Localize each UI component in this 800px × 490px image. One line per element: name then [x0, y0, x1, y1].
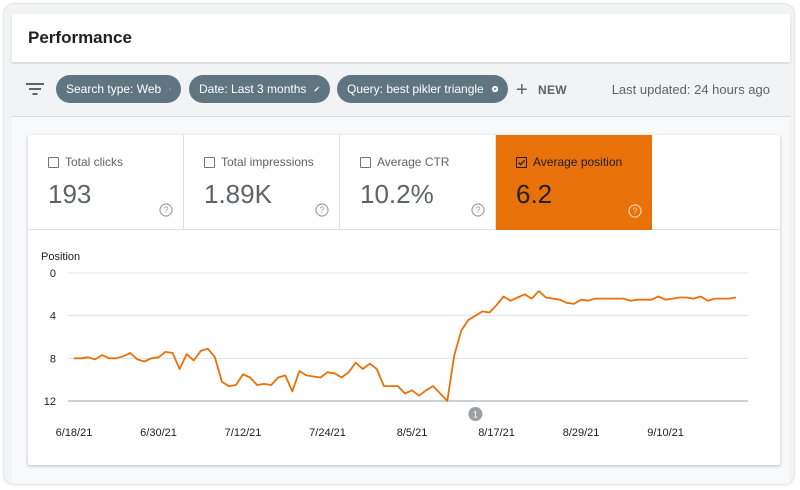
- svg-text:1: 1: [473, 410, 478, 420]
- performance-card: Total clicks 193 ? Total impressions 1.8…: [28, 135, 780, 465]
- checkbox[interactable]: [360, 156, 371, 168]
- pencil-icon[interactable]: [169, 83, 171, 95]
- svg-text:?: ?: [632, 206, 637, 216]
- x-tick-label: 6/30/21: [140, 427, 177, 439]
- chip-date[interactable]: Date: Last 3 months: [189, 75, 330, 103]
- metric-label: Average CTR: [377, 155, 450, 169]
- chip-label: Search type: Web: [66, 82, 162, 96]
- new-filter-label: NEW: [537, 83, 567, 97]
- help-icon[interactable]: ?: [628, 204, 642, 218]
- metric-value: 1.89K: [204, 179, 272, 209]
- y-tick-label: 4: [50, 311, 56, 323]
- y-tick-label: 8: [50, 353, 56, 365]
- position-chart: Position 0 4 8 12 6/18/21 6/30/21 7/12/21 7/24/…: [28, 231, 780, 465]
- x-tick-label: 9/10/21: [647, 427, 684, 439]
- y-tick-label: 12: [44, 396, 56, 408]
- help-icon[interactable]: ?: [159, 203, 173, 217]
- x-tick-label: 8/29/21: [563, 427, 600, 439]
- check-icon: [518, 159, 526, 166]
- help-icon[interactable]: ?: [315, 203, 329, 217]
- metric-average-position[interactable]: Average position 6.2 ?: [496, 135, 652, 230]
- x-tick-label: 7/24/21: [309, 427, 346, 439]
- plus-icon: +: [516, 79, 528, 101]
- pencil-icon[interactable]: [314, 83, 320, 95]
- help-icon[interactable]: ?: [471, 203, 485, 217]
- chip-search-type[interactable]: Search type: Web: [56, 75, 181, 103]
- svg-text:?: ?: [475, 205, 480, 215]
- last-updated-text: Last updated: 24 hours ago: [611, 82, 770, 97]
- metric-label: Total impressions: [221, 155, 314, 169]
- filter-icon[interactable]: [26, 82, 44, 96]
- filter-bar: Search type: Web Date: Last 3 months Que…: [12, 64, 790, 117]
- new-filter-button[interactable]: + NEW: [516, 80, 567, 100]
- close-circle-icon[interactable]: [491, 83, 498, 95]
- main-content: Total clicks 193 ? Total impressions 1.8…: [12, 117, 790, 484]
- svg-text:?: ?: [319, 205, 324, 215]
- metric-label: Average position: [533, 155, 623, 169]
- x-tick-label: 8/5/21: [397, 427, 428, 439]
- annotation-marker[interactable]: 1: [468, 407, 483, 421]
- metric-value: 193: [48, 179, 92, 209]
- chip-label: Query: best pikler triangle: [347, 82, 484, 96]
- page-header: Performance: [12, 14, 790, 62]
- series-line-average-position: [74, 290, 737, 402]
- svg-text:?: ?: [163, 205, 168, 215]
- checkbox-checked[interactable]: [516, 156, 527, 168]
- y-tick-label: 0: [50, 268, 56, 280]
- chip-label: Date: Last 3 months: [199, 82, 307, 96]
- line-chart: 0 4 8 12 6/18/21 6/30/21 7/12/21 7/24/21 8/5/21 8…: [44, 268, 748, 439]
- metric-value: 6.2: [516, 179, 553, 209]
- metric-value: 10.2%: [360, 179, 434, 209]
- x-tick-label: 7/12/21: [225, 427, 262, 439]
- x-tick-label: 8/17/21: [478, 427, 515, 439]
- window-frame: Performance Search type: Web Date: Last …: [4, 4, 794, 484]
- metric-average-ctr[interactable]: Average CTR 10.2% ?: [340, 135, 496, 230]
- metric-row-spacer: [652, 135, 780, 230]
- checkbox[interactable]: [204, 156, 215, 168]
- metric-total-impressions[interactable]: Total impressions 1.89K ?: [184, 135, 340, 230]
- chip-query[interactable]: Query: best pikler triangle: [337, 75, 508, 103]
- page-title: Performance: [28, 28, 132, 47]
- x-tick-label: 6/18/21: [56, 427, 93, 439]
- metric-label: Total clicks: [65, 155, 124, 169]
- metric-total-clicks[interactable]: Total clicks 193 ?: [28, 135, 184, 230]
- y-axis-title: Position: [41, 251, 81, 263]
- checkbox[interactable]: [48, 156, 59, 168]
